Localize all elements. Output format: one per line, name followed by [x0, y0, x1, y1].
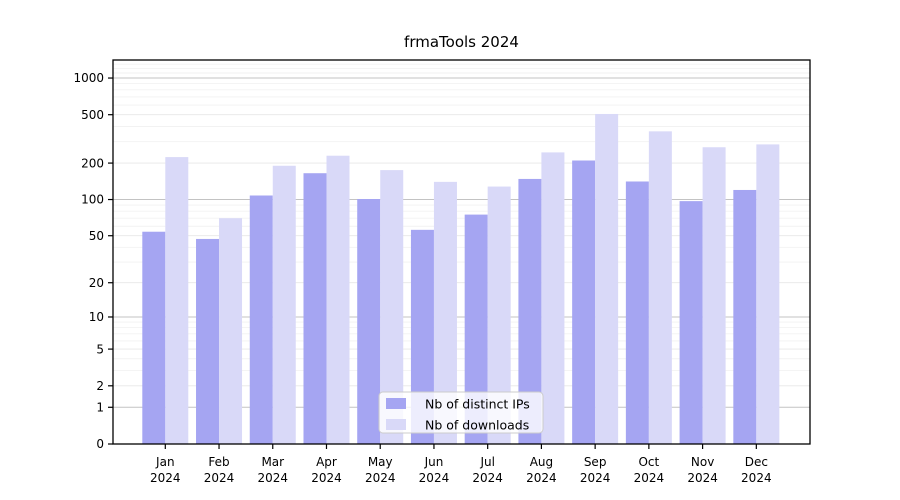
legend: Nb of distinct IPs Nb of downloads [378, 391, 544, 434]
x-tick-label-year: 2024 [257, 471, 288, 485]
y-tick-label: 0 [96, 437, 104, 451]
legend-box [378, 391, 544, 434]
x-tick-label-year: 2024 [150, 471, 181, 485]
x-tick-label-year: 2024 [741, 471, 772, 485]
x-tick-label-year: 2024 [580, 471, 611, 485]
y-axis: 0 1 2 5 10 20 50 100 200 500 1000 [73, 71, 113, 451]
x-tick-label-month: Dec [745, 455, 768, 469]
x-tick-label-year: 2024 [687, 471, 718, 485]
plot-border [112, 59, 811, 445]
x-axis: Jan 2024 Feb 2024 Mar 2024 Apr 2024 May 2024 Jun 20… [150, 444, 772, 485]
x-tick-label-month: Jan [155, 455, 175, 469]
bar-downloads-mar [272, 165, 296, 445]
bar-downloads-sep [595, 113, 619, 444]
x-tick-label-year: 2024 [472, 471, 503, 485]
bar-downloads-may [380, 170, 404, 445]
y-tick-label: 200 [81, 156, 104, 170]
bar-distinct-ips-nov [679, 201, 703, 444]
y-tick-label: 500 [81, 108, 104, 122]
bar-distinct-ips-jun [410, 229, 434, 444]
y-tick-label: 5 [96, 342, 104, 356]
bar-downloads-oct [648, 131, 672, 444]
bar-distinct-ips-mar [249, 195, 273, 444]
legend-label-distinct-ips: Nb of distinct IPs [425, 397, 530, 412]
x-tick-label-month: Nov [691, 455, 714, 469]
x-tick-label-month: Jun [424, 455, 444, 469]
legend-swatch-distinct-ips [386, 398, 406, 409]
x-tick-label-month: May [368, 455, 393, 469]
bar-distinct-ips-feb [196, 238, 220, 444]
x-tick-label-month: Feb [208, 455, 229, 469]
x-tick-label-month: Sep [584, 455, 607, 469]
bar-distinct-ips-sep [572, 160, 596, 444]
bar-distinct-ips-dec [733, 189, 757, 444]
chart-title: frmaTools 2024 [404, 33, 519, 51]
bar-downloads-jul [487, 186, 511, 444]
legend-label-downloads: Nb of downloads [425, 418, 529, 433]
bar-downloads-dec [756, 144, 780, 444]
bar-distinct-ips-may [357, 199, 381, 444]
x-tick-label-month: Mar [261, 455, 284, 469]
bar-distinct-ips-jul [464, 214, 488, 444]
x-tick-label-year: 2024 [526, 471, 557, 485]
x-tick-label-year: 2024 [634, 471, 665, 485]
plot-frame [112, 59, 811, 445]
bar-downloads-feb [219, 218, 243, 444]
bar-downloads-jun [433, 181, 457, 444]
x-tick-label-month: Aug [530, 455, 553, 469]
y-tick-label: 1 [96, 400, 104, 414]
bar-distinct-ips-jan [142, 231, 166, 444]
y-tick-label: 10 [89, 310, 104, 324]
bar-downloads-jan [165, 157, 189, 444]
bar-distinct-ips-oct [625, 181, 649, 444]
x-tick-label-month: Apr [316, 455, 337, 469]
legend-swatch-downloads [386, 419, 406, 430]
x-tick-label-month: Oct [638, 455, 659, 469]
bar-series [142, 113, 780, 445]
y-tick-label: 100 [81, 193, 104, 207]
bar-downloads-apr [326, 155, 350, 444]
y-tick-label: 50 [89, 229, 104, 243]
x-tick-label-year: 2024 [365, 471, 396, 485]
bar-distinct-ips-aug [518, 178, 542, 445]
bar-distinct-ips-apr [303, 173, 327, 444]
bar-downloads-aug [541, 152, 565, 445]
y-tick-label: 20 [89, 276, 104, 290]
y-tick-label: 1000 [73, 71, 104, 85]
x-tick-label-month: Jul [479, 455, 494, 469]
y-tick-label: 2 [96, 379, 104, 393]
x-tick-label-year: 2024 [204, 471, 235, 485]
bar-downloads-nov [702, 147, 726, 444]
x-tick-label-year: 2024 [311, 471, 342, 485]
x-tick-label-year: 2024 [419, 471, 450, 485]
